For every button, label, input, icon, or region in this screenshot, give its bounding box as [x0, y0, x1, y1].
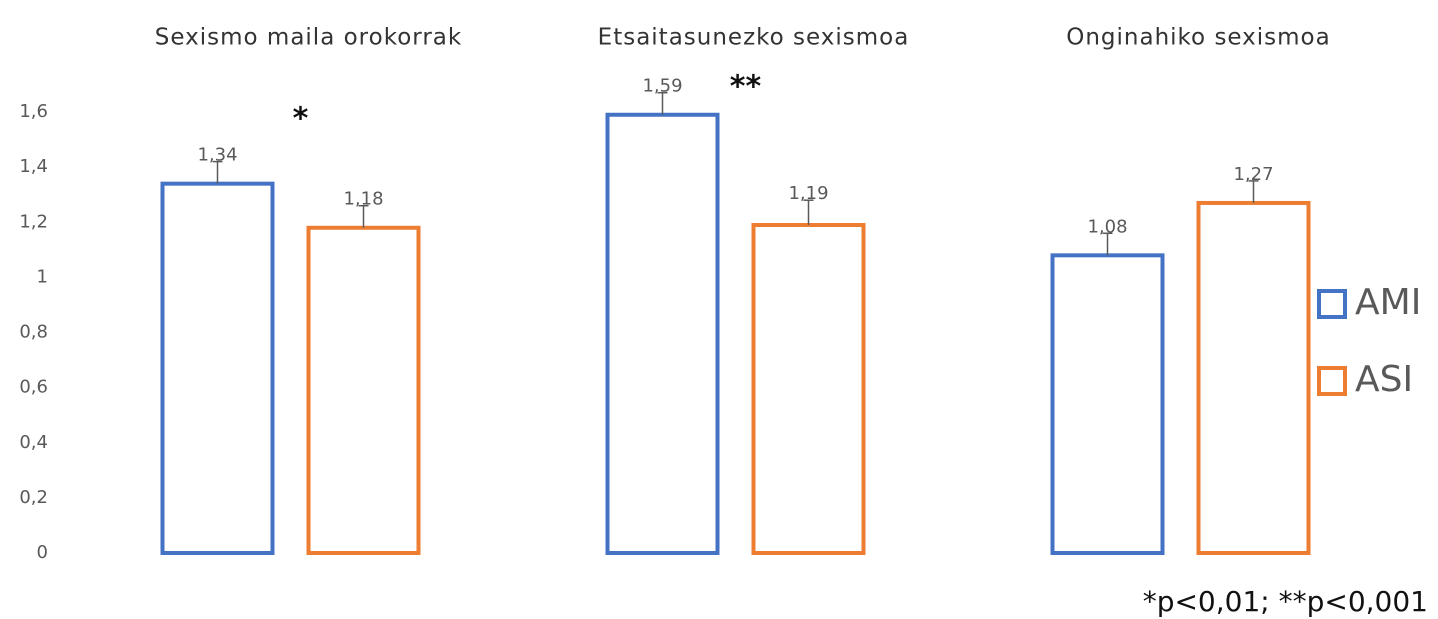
data-label: 1,34: [197, 145, 237, 166]
y-tick-label: 0,2: [19, 487, 48, 508]
y-tick-label: 0,8: [19, 322, 48, 343]
data-label: 1,59: [642, 76, 682, 97]
data-label: 1,18: [343, 189, 383, 210]
data-label: 1,19: [788, 183, 828, 204]
significance-marker: *: [293, 102, 309, 137]
bar: [605, 112, 720, 555]
y-tick-label: 0: [37, 542, 48, 563]
bar: [160, 181, 275, 555]
legend-swatch: [1317, 289, 1347, 319]
bar: [751, 223, 866, 555]
category-title: Etsaitasunezko sexismoa: [598, 25, 910, 51]
data-label: 1,08: [1087, 216, 1127, 237]
category-title: Sexismo maila orokorrak: [155, 25, 462, 51]
y-tick-label: 1,4: [19, 156, 48, 177]
y-tick-label: 1: [37, 266, 48, 287]
bar: [1196, 200, 1311, 556]
legend-label: AMI: [1355, 282, 1421, 323]
legend-label: ASI: [1355, 359, 1413, 400]
footnote: *p<0,01; **p<0,001: [1143, 585, 1428, 618]
legend-swatch: [1317, 366, 1347, 396]
bar: [1050, 253, 1165, 555]
y-tick-label: 0,4: [19, 432, 48, 453]
data-label: 1,27: [1233, 164, 1273, 185]
category-title: Onginahiko sexismoa: [1066, 25, 1330, 51]
y-tick-label: 1,6: [19, 101, 48, 122]
bar: [306, 225, 421, 555]
y-tick-label: 0,6: [19, 377, 48, 398]
y-tick-label: 1,2: [19, 211, 48, 232]
significance-marker: **: [730, 70, 762, 105]
